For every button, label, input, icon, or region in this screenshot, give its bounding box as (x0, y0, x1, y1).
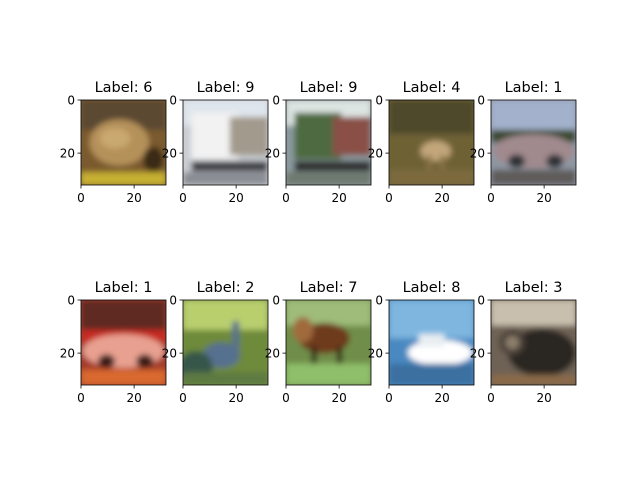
image-bird (183, 300, 268, 385)
image-cat (491, 300, 576, 385)
axes-frame (182, 299, 269, 386)
panel-title: Label: 6 (95, 80, 153, 96)
y-tick-label: 20 (470, 346, 485, 360)
x-tick-label: 20 (228, 191, 243, 205)
axes-frame (80, 299, 167, 386)
y-tick-label: 0 (169, 293, 177, 307)
image-panel: Label: 6 0 20 0 20 (60, 80, 167, 205)
image-panel: Label: 2 0 20 0 20 (162, 280, 269, 405)
axes-frame (285, 299, 372, 386)
y-tick-label: 0 (375, 293, 383, 307)
y-tick-label: 0 (477, 93, 485, 107)
image-truck (183, 100, 268, 185)
x-tick-label: 0 (487, 391, 495, 405)
y-tick-label: 20 (162, 146, 177, 160)
image-panel: Label: 9 0 20 0 20 (265, 80, 372, 205)
axes-frame (388, 99, 475, 186)
axes-frame (182, 99, 269, 186)
panel-title: Label: 2 (197, 280, 255, 296)
y-tick-label: 20 (470, 146, 485, 160)
image-panel: Label: 1 0 20 0 20 (60, 280, 167, 405)
x-tick-label: 0 (179, 391, 187, 405)
x-tick-label: 20 (126, 191, 141, 205)
panel-title: Label: 7 (300, 280, 358, 296)
panel-title: Label: 4 (403, 80, 461, 96)
panel-title: Label: 8 (403, 280, 461, 296)
y-tick-label: 0 (169, 93, 177, 107)
image-frog (81, 100, 166, 185)
y-tick-label: 0 (67, 93, 75, 107)
axes-frame (285, 99, 372, 186)
x-tick-label: 20 (228, 391, 243, 405)
image-horse (286, 300, 371, 385)
axes-frame (490, 299, 577, 386)
panel-title: Label: 9 (300, 80, 358, 96)
image-deer (389, 100, 474, 185)
image-panel: Label: 1 0 20 0 20 (470, 80, 577, 205)
panel-title: Label: 1 (505, 80, 563, 96)
image-truck (286, 100, 371, 185)
y-tick-label: 0 (477, 293, 485, 307)
x-tick-label: 0 (282, 191, 290, 205)
image-automobile (491, 100, 576, 185)
x-tick-label: 20 (126, 391, 141, 405)
x-tick-label: 0 (282, 391, 290, 405)
x-tick-label: 0 (179, 191, 187, 205)
x-tick-label: 0 (385, 191, 393, 205)
y-tick-label: 20 (368, 346, 383, 360)
x-tick-label: 20 (434, 191, 449, 205)
x-tick-label: 0 (385, 391, 393, 405)
y-tick-label: 20 (265, 346, 280, 360)
x-tick-label: 0 (77, 191, 85, 205)
x-tick-label: 20 (536, 391, 551, 405)
axes-frame (490, 99, 577, 186)
x-tick-label: 0 (487, 191, 495, 205)
image-ship (389, 300, 474, 385)
y-tick-label: 0 (272, 293, 280, 307)
y-tick-label: 0 (67, 293, 75, 307)
image-panel: Label: 3 0 20 0 20 (470, 280, 577, 405)
image-automobile (81, 300, 166, 385)
axes-frame (80, 99, 167, 186)
panel-title: Label: 9 (197, 80, 255, 96)
image-panel: Label: 8 0 20 0 20 (368, 280, 475, 405)
x-tick-label: 20 (434, 391, 449, 405)
panel-title: Label: 1 (95, 280, 153, 296)
panel-title: Label: 3 (505, 280, 563, 296)
x-tick-label: 20 (536, 191, 551, 205)
image-panel: Label: 9 0 20 0 20 (162, 80, 269, 205)
y-tick-label: 20 (265, 146, 280, 160)
y-tick-label: 20 (368, 146, 383, 160)
y-tick-label: 0 (272, 93, 280, 107)
x-tick-label: 0 (77, 391, 85, 405)
y-tick-label: 20 (162, 346, 177, 360)
y-tick-label: 20 (60, 146, 75, 160)
y-tick-label: 0 (375, 93, 383, 107)
axes-frame (388, 299, 475, 386)
x-tick-label: 20 (331, 391, 346, 405)
image-panel: Label: 7 0 20 0 20 (265, 280, 372, 405)
x-tick-label: 20 (331, 191, 346, 205)
y-tick-label: 20 (60, 346, 75, 360)
panels-group: Label: 6 0 20 0 20 Label: 9 0 20 0 20 Label: 9 0 20 0… (60, 80, 577, 405)
